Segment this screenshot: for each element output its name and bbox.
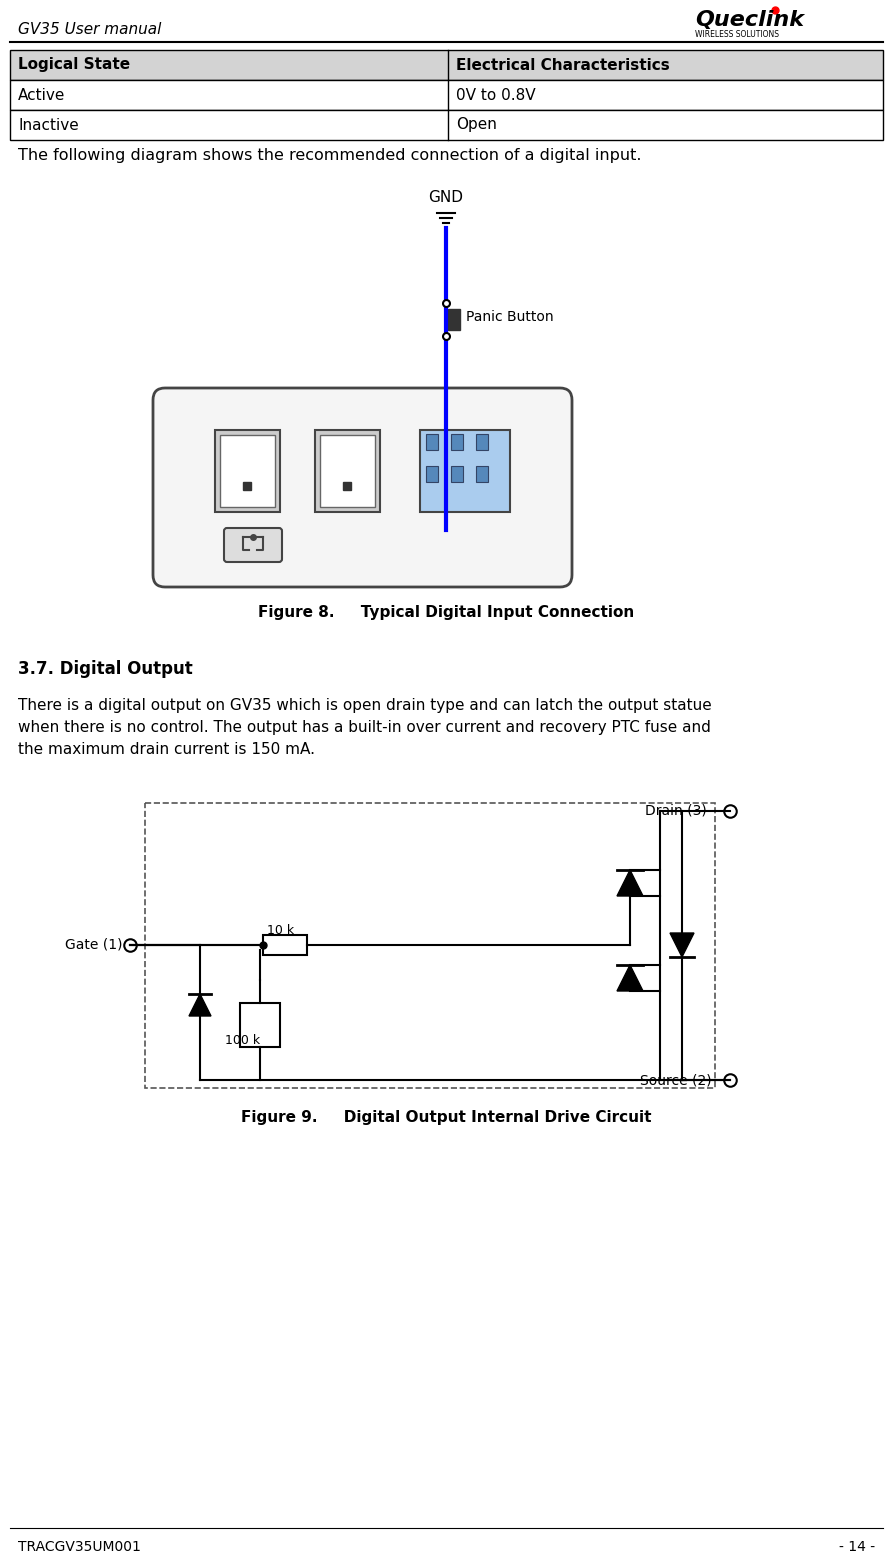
Bar xyxy=(145,802,715,1088)
Text: Drain (3): Drain (3) xyxy=(645,804,706,818)
FancyBboxPatch shape xyxy=(153,389,572,586)
Text: - 14 -: - 14 - xyxy=(839,1539,875,1553)
Text: 0V to 0.8V: 0V to 0.8V xyxy=(456,87,536,103)
Text: GND: GND xyxy=(428,190,463,205)
Bar xyxy=(476,434,488,449)
Text: Active: Active xyxy=(18,87,65,103)
Bar xyxy=(220,435,275,507)
Text: Figure 8.     Typical Digital Input Connection: Figure 8. Typical Digital Input Connecti… xyxy=(258,605,634,620)
FancyBboxPatch shape xyxy=(224,529,282,561)
Text: GV35 User manual: GV35 User manual xyxy=(18,22,162,37)
Bar xyxy=(426,434,438,449)
Text: Inactive: Inactive xyxy=(18,118,79,132)
Text: There is a digital output on GV35 which is open drain type and can latch the out: There is a digital output on GV35 which … xyxy=(18,698,712,714)
Text: Source (2): Source (2) xyxy=(640,1073,712,1087)
Bar xyxy=(263,935,307,955)
Polygon shape xyxy=(189,994,211,1015)
Bar xyxy=(451,434,463,449)
Bar xyxy=(10,79,883,110)
Bar xyxy=(420,431,510,512)
Text: Electrical Characteristics: Electrical Characteristics xyxy=(456,58,670,73)
Text: 10 k: 10 k xyxy=(267,924,294,936)
Polygon shape xyxy=(670,933,694,956)
Bar xyxy=(476,466,488,482)
Bar xyxy=(426,466,438,482)
Text: Figure 9.     Digital Output Internal Drive Circuit: Figure 9. Digital Output Internal Drive … xyxy=(241,1110,651,1124)
Text: Queclink: Queclink xyxy=(695,9,804,30)
Bar xyxy=(448,309,460,330)
Text: the maximum drain current is 150 mA.: the maximum drain current is 150 mA. xyxy=(18,742,315,757)
Text: Logical State: Logical State xyxy=(18,58,130,73)
Text: The following diagram shows the recommended connection of a digital input.: The following diagram shows the recommen… xyxy=(18,148,641,163)
Bar xyxy=(215,431,280,512)
Text: when there is no control. The output has a built-in over current and recovery PT: when there is no control. The output has… xyxy=(18,720,711,736)
Bar xyxy=(320,435,375,507)
Bar xyxy=(451,466,463,482)
Text: Open: Open xyxy=(456,118,497,132)
Bar xyxy=(10,110,883,140)
Text: 100 k: 100 k xyxy=(225,1034,260,1047)
Bar xyxy=(240,1003,280,1047)
Text: WIRELESS SOLUTIONS: WIRELESS SOLUTIONS xyxy=(695,30,779,39)
Polygon shape xyxy=(617,869,643,896)
Bar xyxy=(10,50,883,79)
Text: Gate (1): Gate (1) xyxy=(65,938,122,952)
Polygon shape xyxy=(617,966,643,991)
Text: Panic Button: Panic Button xyxy=(466,309,554,323)
Bar xyxy=(315,431,380,512)
Text: TRACGV35UM001: TRACGV35UM001 xyxy=(18,1539,141,1553)
Text: 3.7. Digital Output: 3.7. Digital Output xyxy=(18,659,193,678)
